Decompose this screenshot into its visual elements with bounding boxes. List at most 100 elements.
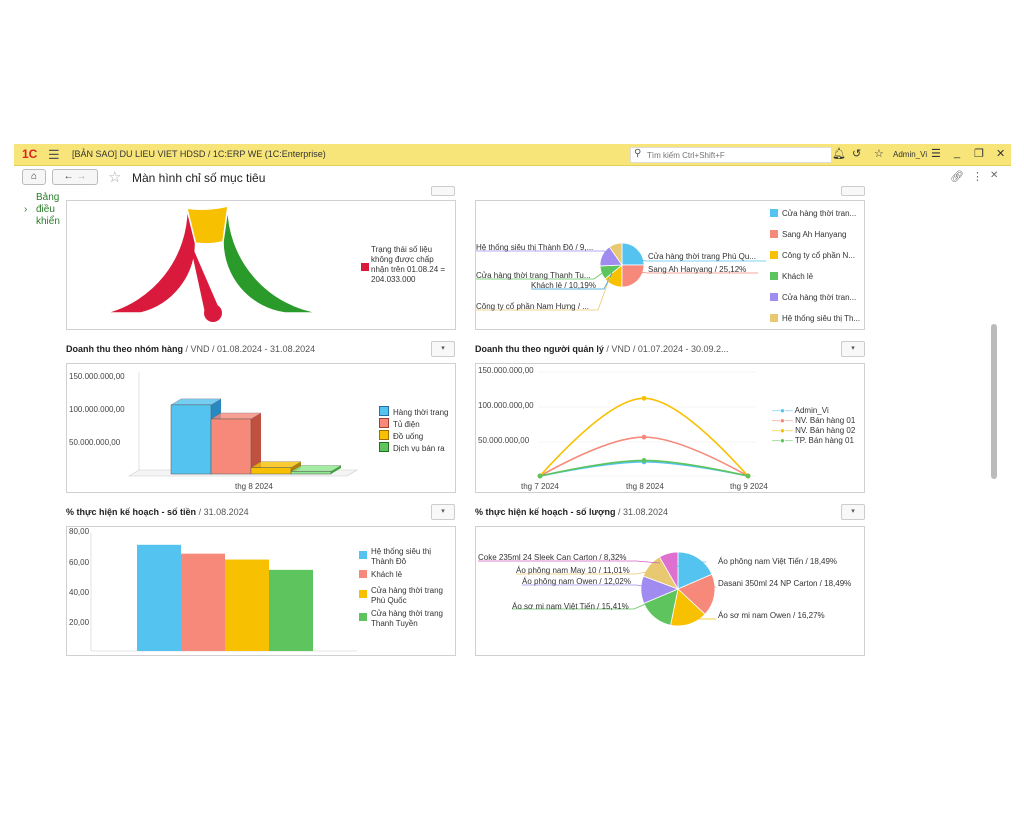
favorite-star-icon[interactable]: ☆ [108, 169, 122, 186]
bar1-bar [250, 467, 292, 475]
sidebar-item-label: Bảng [36, 192, 60, 203]
vertical-scrollbar[interactable] [990, 196, 998, 660]
legend-item: Cửa hàng thời trang Thanh Tuyền [359, 609, 455, 629]
legend-item: Hệ thống siêu thị Thành Đô [359, 547, 455, 567]
y-tick: 50.000.000,00 [478, 436, 530, 445]
menu-icon[interactable]: ☰ [48, 147, 60, 162]
bar2-bar [137, 544, 181, 651]
search-input[interactable] [645, 148, 829, 163]
plan-qty-chart [478, 551, 716, 627]
revenue-group-title: Doanh thu theo nhóm hàng / VND / 01.08.2… [66, 344, 316, 354]
global-search[interactable]: ⚲ [630, 147, 832, 163]
link-icon[interactable]: 🔗︎ [950, 171, 964, 183]
pie1-settings-dropdown[interactable] [841, 186, 865, 196]
pie2-slice [677, 573, 716, 615]
pie1-legend-item: Cửa hàng thời tran... [770, 209, 860, 230]
pie1-label: Hệ thống siêu thị Thành Đô / 9,... [476, 243, 594, 252]
pie1-label: Công ty cổ phần Nam Hưng / ... [476, 302, 589, 311]
back-forward-buttons[interactable]: ← → [52, 169, 98, 185]
pie2-slice [677, 551, 713, 590]
plan-qty-panel: Áo phông nam Việt Tiến / 18,49% Dasani 3… [475, 526, 865, 656]
bar1-bar-side [251, 412, 261, 474]
gauge-legend-line: Trạng thái số liệu [371, 245, 433, 254]
pie1-legend-item: Công ty cổ phần N... [770, 251, 860, 272]
pie1-chart [476, 242, 766, 311]
gauge-panel: Trạng thái số liệu không được chấp nhận … [66, 200, 456, 330]
revenue-group-chart [127, 372, 359, 477]
pie1-slice [621, 264, 645, 288]
pie1-legend-item: Cửa hàng thời tran... [770, 293, 860, 314]
pie1-panel: Hệ thống siêu thị Thành Đô / 9,... Cửa h… [475, 200, 865, 330]
pie2-slice [658, 551, 679, 591]
legend-item: Tủ điện [379, 418, 449, 430]
window-title: [BẢN SAO] DU LIEU VIET HDSD / 1C:ERP WE … [72, 149, 326, 159]
plan-qty-dropdown[interactable]: ▾ [841, 504, 865, 520]
gauge-band-green [222, 205, 322, 314]
pie1-legend-item: Sang Ah Hanyang [770, 230, 860, 251]
gauge-legend-line: 204.033.000 [371, 275, 416, 284]
user-name[interactable]: Admin_Vi [893, 150, 928, 159]
pie2-label: Coke 235ml 24 Sleek Can Carton / 8,32% [478, 553, 627, 562]
y-tick: 40,00 [69, 588, 90, 597]
pie1-label: Cửa hàng thời trang Phú Qu... [648, 252, 756, 261]
legend-item: —●— NV. Bán hàng 02 [772, 426, 856, 435]
x-tick: thg 8 2024 [235, 482, 273, 491]
y-tick: 150.000.000,00 [478, 366, 534, 375]
legend-item: Hàng thời trang [379, 406, 449, 418]
line-point [537, 473, 543, 479]
pie1-slice [621, 242, 645, 266]
bell-icon[interactable]: 🔔︎ [832, 148, 846, 160]
plan-amount-panel: 80,00 60,00 40,00 20,00 Hệ thống siêu th… [66, 526, 456, 656]
y-tick: 20,00 [69, 618, 90, 627]
y-tick: 150.000.000,00 [69, 372, 125, 381]
sidebar-item-label: khiển [36, 216, 60, 227]
close-icon[interactable]: ✕ [996, 148, 1006, 160]
gauge-chart [104, 205, 322, 322]
minimize-icon[interactable]: _ [954, 147, 961, 159]
revenue-manager-panel: 150.000.000,00 100.000.000,00 50.000.000… [475, 363, 865, 493]
pie2-label: Áo phông nam May 10 / 11,01% [516, 566, 630, 575]
pie1-slice [608, 242, 623, 267]
revenue-manager-chart [537, 371, 756, 479]
pie1-legend-item: Hệ thống siêu thị Th... [770, 314, 860, 335]
bar1-bar [170, 404, 212, 475]
restore-icon[interactable]: ❐ [974, 148, 984, 160]
gauge-needle-hub [204, 304, 222, 322]
gauge-legend-line: nhận trên 01.08.24 = [371, 265, 446, 274]
gauge-divider [145, 227, 170, 257]
revenue-group-dropdown[interactable]: ▾ [431, 341, 455, 357]
settings-menu-icon[interactable]: ☰ [931, 148, 941, 160]
search-icon: ⚲ [634, 148, 642, 159]
home-button[interactable]: ⌂ [22, 169, 46, 185]
scrollbar-thumb[interactable] [991, 324, 997, 479]
x-tick: thg 7 2024 [521, 482, 559, 491]
gauge-divider [119, 258, 152, 278]
bar1-bar-side [331, 465, 341, 474]
pie2-label: Dasani 350ml 24 NP Carton / 18,49% [718, 579, 852, 588]
page-close-icon[interactable]: ✕ [990, 170, 999, 181]
y-tick: 100.000.000,00 [69, 405, 125, 414]
gauge-settings-dropdown[interactable] [431, 186, 455, 196]
bar2-bar [269, 569, 313, 651]
bar2-bar [225, 559, 269, 651]
y-tick: 50.000.000,00 [69, 438, 121, 447]
legend-item: Dịch vụ bán ra [379, 442, 449, 454]
revenue-manager-dropdown[interactable]: ▾ [841, 341, 865, 357]
bar1-bar [210, 418, 252, 475]
y-tick: 100.000.000,00 [478, 401, 534, 410]
page-title: Màn hình chỉ số mục tiêu [132, 171, 266, 185]
app-logo: 1С [22, 147, 38, 161]
more-icon[interactable]: ⋮ [972, 171, 983, 183]
pie2-label: Áo phông nam Việt Tiến / 18,49% [718, 557, 838, 566]
legend-item: Đồ uống [379, 430, 449, 442]
plan-amount-dropdown[interactable]: ▾ [431, 504, 455, 520]
star-icon[interactable]: ☆ [874, 148, 884, 160]
y-tick: 60,00 [69, 558, 90, 567]
y-tick: 80,00 [69, 527, 90, 536]
pie2-label: Áo phông nam Owen / 12,02% [522, 577, 631, 586]
pie2-label: Áo sơ mi nam Việt Tiến / 15,41% [512, 602, 629, 611]
gauge-legend-swatch [361, 263, 369, 271]
history-icon[interactable]: ↺ [852, 148, 862, 160]
gauge-legend-line: không được chấp [371, 255, 434, 264]
bar1-bar [290, 471, 332, 475]
